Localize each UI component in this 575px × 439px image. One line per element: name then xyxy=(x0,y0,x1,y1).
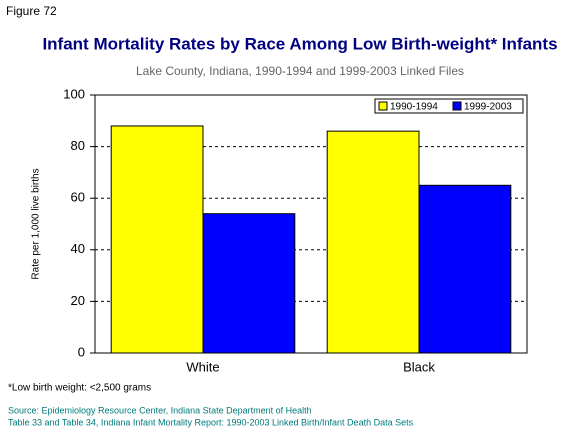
y-tick-label: 20 xyxy=(71,293,85,308)
legend-swatch xyxy=(378,101,388,111)
source-line: Table 33 and Table 34, Indiana Infant Mo… xyxy=(8,417,414,427)
y-tick-label: 0 xyxy=(78,344,85,359)
bar xyxy=(418,184,512,354)
bar xyxy=(326,130,420,354)
footnote: *Low birth weight: <2,500 grams xyxy=(8,383,151,394)
y-tick-label: 40 xyxy=(71,241,85,256)
x-tick-label: Black xyxy=(403,359,435,374)
chart-title: Infant Mortality Rates by Race Among Low… xyxy=(42,34,557,53)
source-line: Source: Epidemiology Resource Center, In… xyxy=(8,405,312,415)
bar xyxy=(110,125,204,354)
legend-swatch xyxy=(452,101,462,111)
plot-frame xyxy=(94,94,528,354)
y-axis-label: Rate per 1,000 live births xyxy=(31,168,42,279)
x-tick-label: White xyxy=(186,359,219,374)
chart-subtitle: Lake County, Indiana, 1990-1994 and 1999… xyxy=(136,64,464,78)
legend-label: 1999-2003 xyxy=(464,102,512,113)
y-tick-label: 80 xyxy=(71,138,85,153)
legend-label: 1990-1994 xyxy=(390,102,438,113)
legend-box xyxy=(374,98,524,114)
bar xyxy=(202,213,296,354)
y-tick-label: 60 xyxy=(71,190,85,205)
y-tick-label: 100 xyxy=(63,86,85,101)
figure-label: Figure 72 xyxy=(6,4,57,18)
